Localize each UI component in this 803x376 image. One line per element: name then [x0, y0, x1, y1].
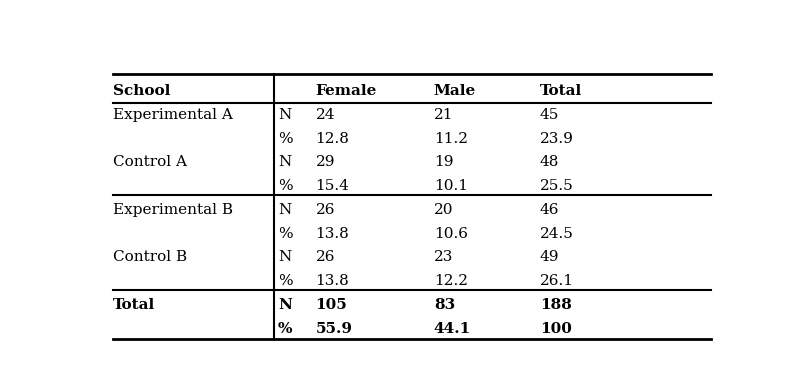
- Text: 11.2: 11.2: [434, 132, 467, 146]
- Text: 26: 26: [315, 203, 335, 217]
- Text: 29: 29: [315, 155, 335, 170]
- Text: 26: 26: [315, 250, 335, 264]
- Text: %: %: [278, 274, 292, 288]
- Text: Male: Male: [434, 84, 475, 98]
- Text: 55.9: 55.9: [315, 321, 352, 336]
- Text: N: N: [278, 203, 291, 217]
- Text: 13.8: 13.8: [315, 274, 349, 288]
- Text: Control A: Control A: [112, 155, 187, 170]
- Text: 23.9: 23.9: [539, 132, 573, 146]
- Text: 188: 188: [539, 298, 571, 312]
- Text: %: %: [278, 227, 292, 241]
- Text: %: %: [278, 179, 292, 193]
- Text: 20: 20: [434, 203, 453, 217]
- Text: 23: 23: [434, 250, 453, 264]
- Text: Experimental B: Experimental B: [112, 203, 233, 217]
- Text: 10.1: 10.1: [434, 179, 467, 193]
- Text: N: N: [278, 250, 291, 264]
- Text: 105: 105: [315, 298, 347, 312]
- Text: 21: 21: [434, 108, 453, 122]
- Text: N: N: [278, 108, 291, 122]
- Text: 26.1: 26.1: [539, 274, 573, 288]
- Text: 24.5: 24.5: [539, 227, 573, 241]
- Text: 46: 46: [539, 203, 559, 217]
- Text: Control B: Control B: [112, 250, 187, 264]
- Text: Experimental A: Experimental A: [112, 108, 233, 122]
- Text: N: N: [278, 298, 291, 312]
- Text: N: N: [278, 155, 291, 170]
- Text: 24: 24: [315, 108, 335, 122]
- Text: 48: 48: [539, 155, 558, 170]
- Text: 25.5: 25.5: [539, 179, 573, 193]
- Text: %: %: [278, 321, 292, 336]
- Text: 10.6: 10.6: [434, 227, 467, 241]
- Text: 12.2: 12.2: [434, 274, 467, 288]
- Text: 83: 83: [434, 298, 454, 312]
- Text: 100: 100: [539, 321, 571, 336]
- Text: 13.8: 13.8: [315, 227, 349, 241]
- Text: Total: Total: [112, 298, 155, 312]
- Text: %: %: [278, 132, 292, 146]
- Text: 12.8: 12.8: [315, 132, 349, 146]
- Text: 45: 45: [539, 108, 558, 122]
- Text: 19: 19: [434, 155, 453, 170]
- Text: Total: Total: [539, 84, 581, 98]
- Text: 49: 49: [539, 250, 559, 264]
- Text: Female: Female: [315, 84, 377, 98]
- Text: School: School: [112, 84, 170, 98]
- Text: 44.1: 44.1: [434, 321, 471, 336]
- Text: 15.4: 15.4: [315, 179, 349, 193]
